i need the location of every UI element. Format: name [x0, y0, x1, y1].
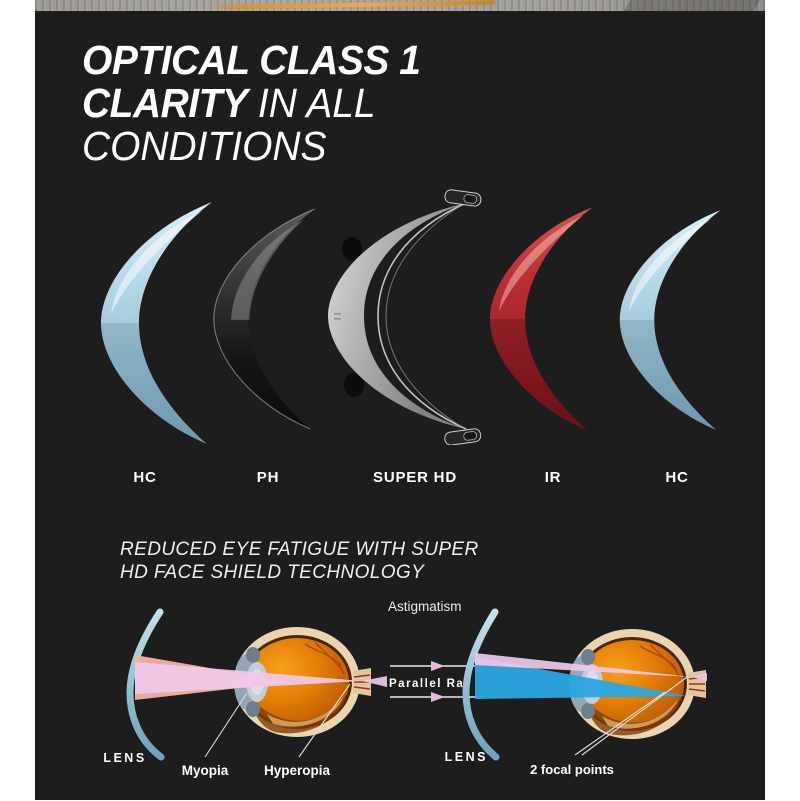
myopia-pointer-line: [204, 692, 248, 758]
headline-bold-text: OPTICAL CLASS 1: [82, 37, 421, 83]
asphalt-photo-strip: [35, 0, 765, 11]
focal-points-label: 2 focal points: [530, 762, 614, 777]
lens-label-right: LENS: [445, 750, 488, 764]
eye-diagram: LENS Myopia Hyperopia Astigmatism Parall…: [103, 599, 707, 778]
headline-light-text: IN ALL: [257, 80, 376, 126]
subheadline: REDUCED EYE FATIGUE WITH SUPER HD FACE S…: [120, 538, 479, 584]
lens-label-ir: IR: [544, 469, 562, 486]
focal-point-pointer-line: [581, 676, 688, 756]
subheadline-line-2: HD FACE SHIELD TECHNOLOGY: [120, 562, 425, 583]
product-infographic: OPTICAL CLASS 1 CLARITY IN ALL CONDITIONS: [35, 0, 765, 800]
headline-line-3: CONDITIONS: [82, 125, 420, 168]
myopia-label: Myopia: [182, 763, 229, 778]
corrective-lens-arc: [126, 608, 165, 761]
diagram-astigmatism: Astigmatism Parallel Ray LENS 2 focal po…: [388, 599, 707, 777]
pink-ray: [135, 662, 362, 694]
lens-label-left: LENS: [103, 751, 146, 765]
subheadline-line-1: REDUCED EYE FATIGUE WITH SUPER: [120, 539, 479, 560]
ray-arrowhead: [431, 661, 445, 671]
ph-lens-graphic: [213, 208, 315, 430]
lens-label-super-hd: SUPER HD: [373, 469, 457, 486]
focal-point-pointer-line: [574, 691, 666, 756]
ray-arrowhead: [431, 692, 445, 702]
corrective-lens-arc: [462, 608, 500, 761]
road-lane-line: [204, 0, 496, 10]
pink-ray: [475, 653, 692, 677]
astigmatism-title: Astigmatism: [388, 599, 462, 614]
hc-lens-graphic-2: [619, 210, 721, 430]
ir-lens-graphic: [490, 207, 593, 431]
asphalt-shadow: [623, 0, 761, 11]
lens-label-ph: PH: [256, 469, 280, 486]
headline-line-2: CLARITY IN ALL: [82, 82, 420, 125]
shield-side-tab: [342, 237, 362, 261]
hc-lens-graphic: [101, 202, 212, 444]
shield-pivot-hardware-bottom: [444, 428, 482, 445]
headline-bold-text: CLARITY: [82, 80, 248, 126]
hyperopia-pointer-line: [298, 683, 351, 758]
shield-side-tab: [344, 373, 364, 397]
lens-label-hc: HC: [133, 469, 157, 486]
headline-line-1: OPTICAL CLASS 1: [82, 37, 421, 83]
headline: OPTICAL CLASS 1 CLARITY IN ALL CONDITIONS: [82, 37, 421, 168]
super-hd-shield-graphic: [328, 189, 482, 445]
parallel-ray-label: Parallel Ray: [389, 678, 472, 690]
hyperopia-label: Hyperopia: [264, 763, 331, 778]
shield-pivot-hardware-top: [444, 189, 482, 207]
lens-label-hc-2: HC: [665, 469, 689, 486]
headline-light-text: CONDITIONS: [82, 123, 327, 169]
dark-panel: OPTICAL CLASS 1 CLARITY IN ALL CONDITIONS: [35, 11, 765, 800]
diagram-myopia-hyperopia: LENS Myopia Hyperopia: [103, 608, 387, 778]
